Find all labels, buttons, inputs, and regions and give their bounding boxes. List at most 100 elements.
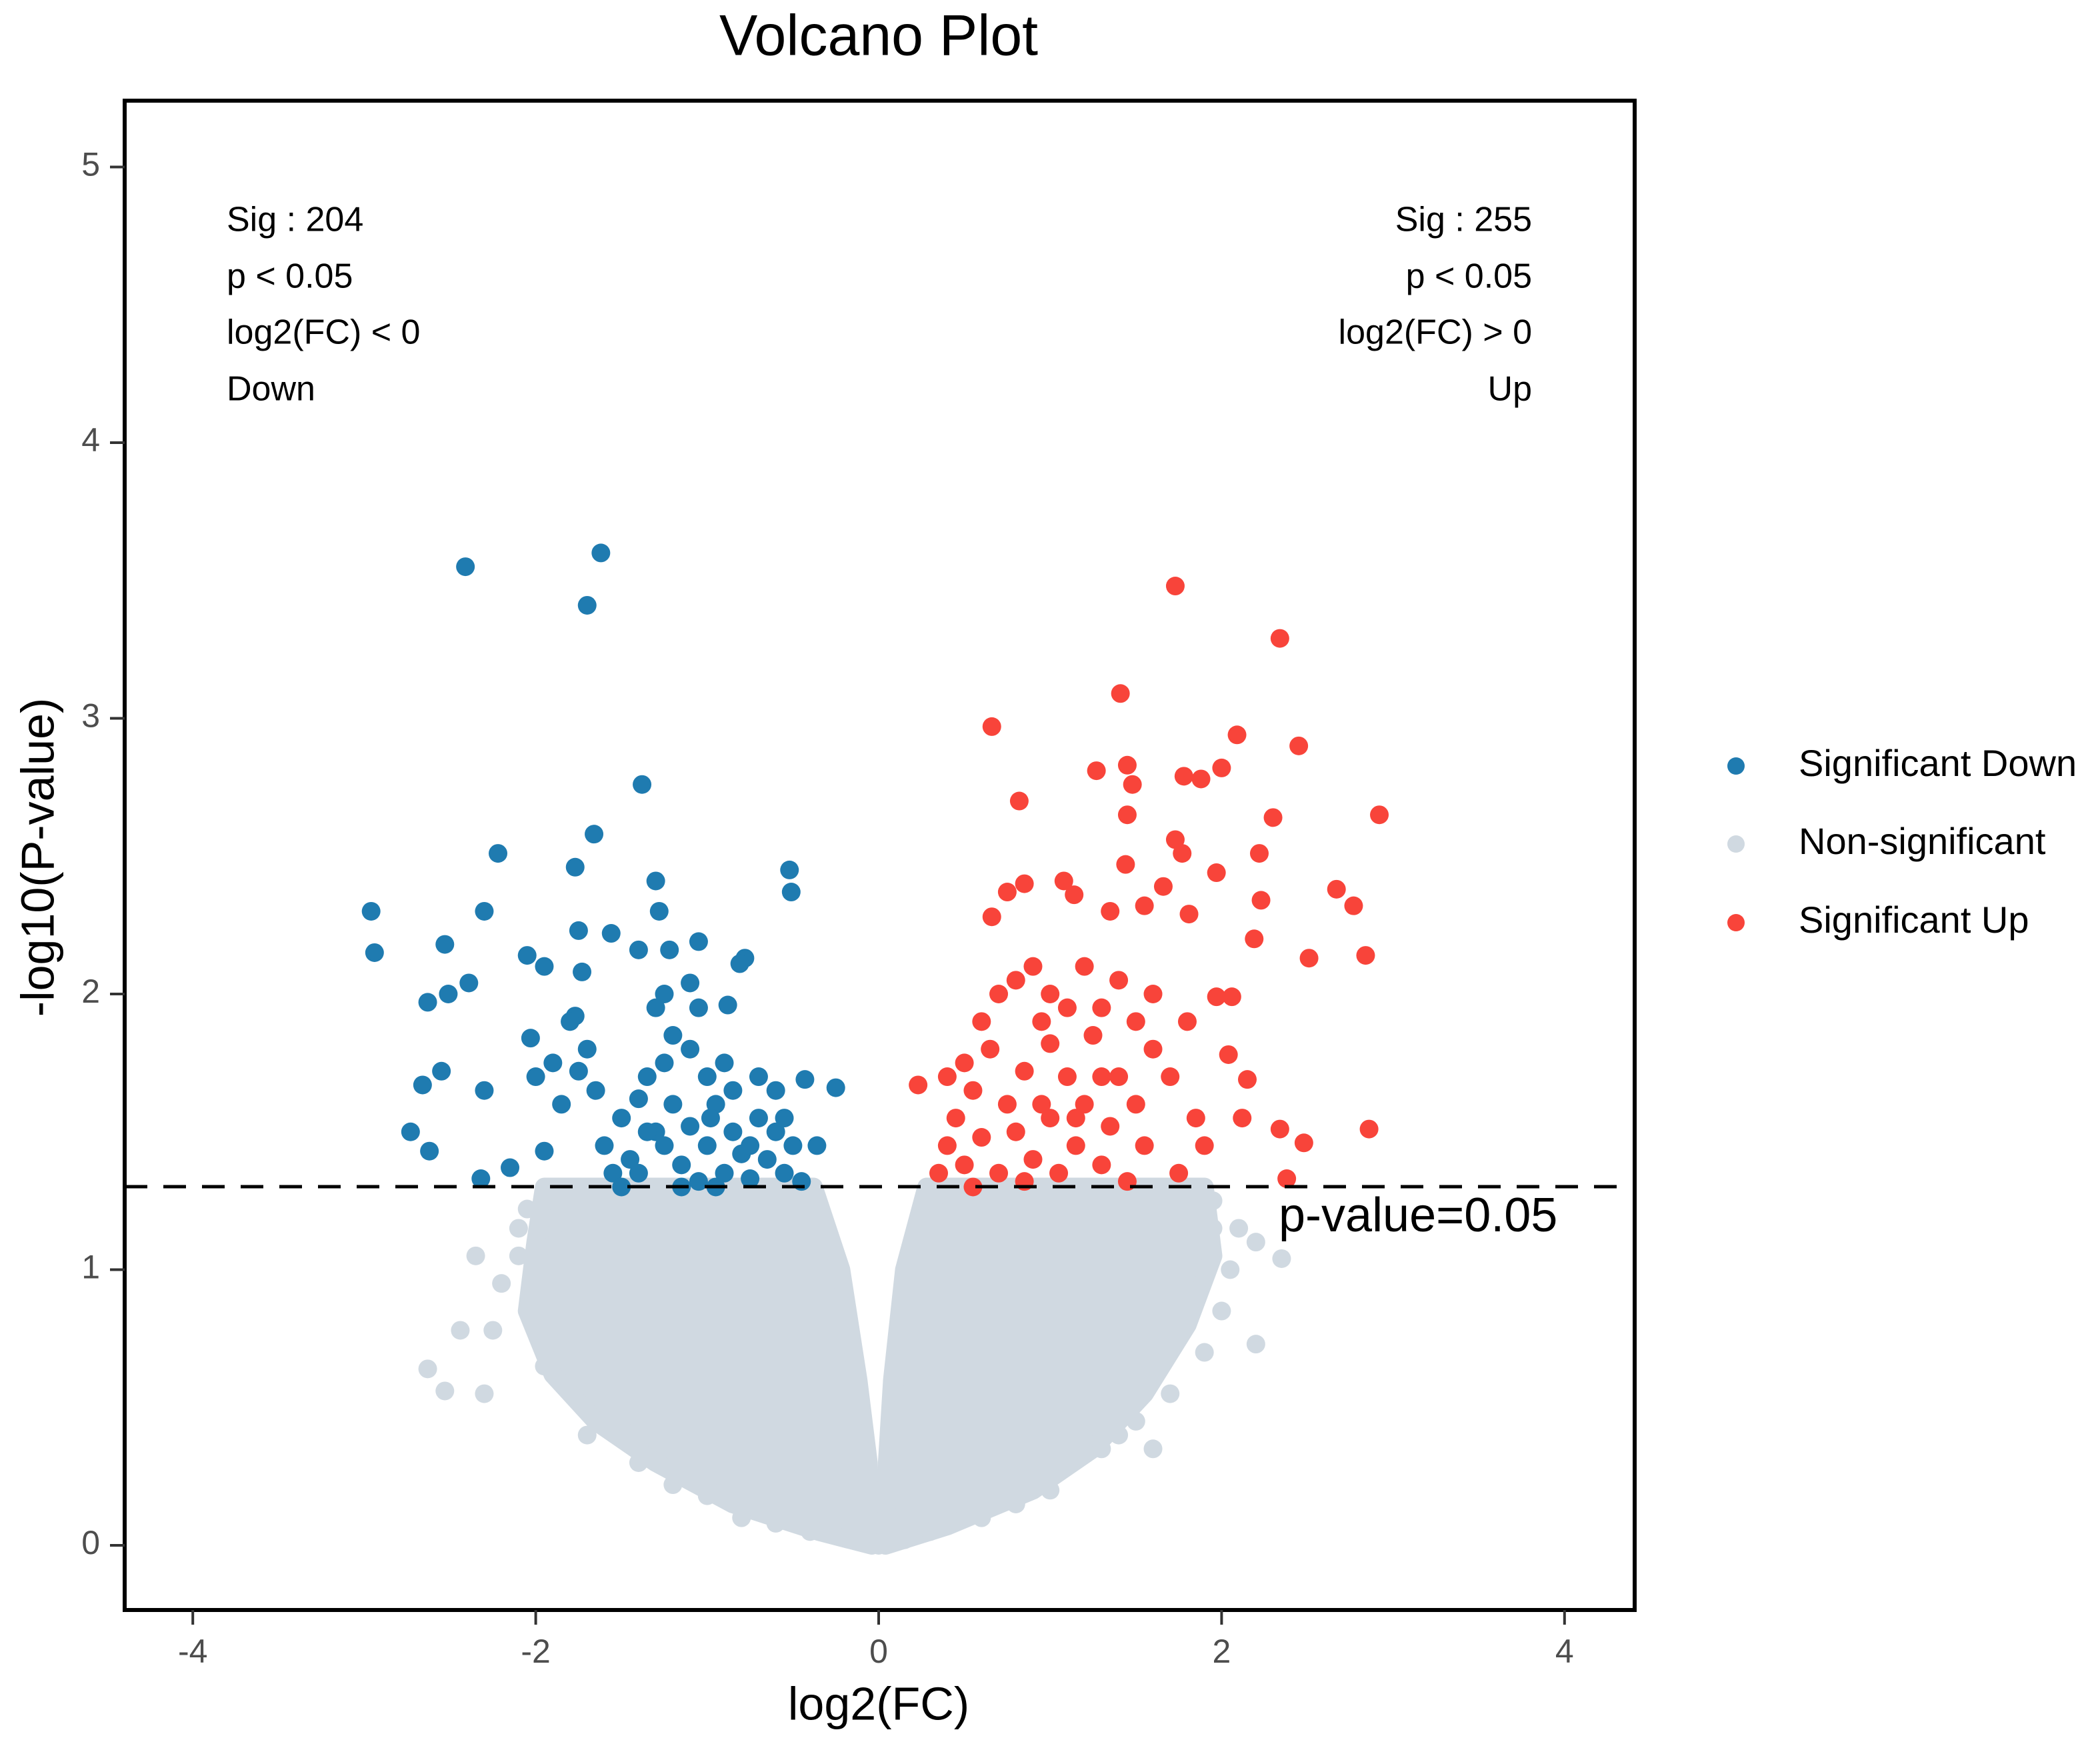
point-non-significant <box>612 1411 631 1431</box>
point-significant-down <box>577 1039 597 1059</box>
point-significant-down <box>807 1136 827 1155</box>
point-significant-up <box>1165 577 1185 596</box>
point-non-significant <box>451 1321 470 1340</box>
point-significant-up <box>1049 1163 1069 1183</box>
point-significant-up <box>1083 1026 1103 1045</box>
chart-title: Volcano Plot <box>719 4 1038 68</box>
point-significant-up <box>1251 891 1271 910</box>
annotation-left-line: log2(FC) < 0 <box>227 313 420 352</box>
point-non-significant <box>1109 1425 1129 1445</box>
point-significant-down <box>795 1070 815 1089</box>
point-non-significant <box>817 1233 837 1252</box>
axes: -4 -2 0 2 4 0 1 2 3 4 5 <box>81 146 1574 1671</box>
point-non-significant <box>629 1453 648 1472</box>
legend-label-down: Significant Down <box>1799 742 2077 784</box>
nonsig-density-region <box>517 1177 881 1555</box>
point-significant-down <box>621 1150 640 1169</box>
point-non-significant <box>903 1287 923 1307</box>
point-significant-up <box>1065 885 1084 905</box>
point-significant-up <box>982 717 1001 736</box>
point-non-significant <box>1195 1343 1214 1362</box>
y-tick-label: 0 <box>81 1524 100 1561</box>
point-non-significant <box>886 1439 905 1459</box>
point-significant-down <box>715 1053 734 1073</box>
point-significant-down <box>781 883 801 902</box>
point-significant-up <box>1270 629 1289 648</box>
x-tick-label: 0 <box>869 1633 888 1670</box>
point-non-significant <box>561 1343 580 1362</box>
point-non-significant <box>826 1315 845 1335</box>
legend-marker-nonsig <box>1727 835 1745 853</box>
point-significant-down <box>565 857 585 877</box>
point-non-significant <box>418 1359 437 1379</box>
point-significant-down <box>475 1081 494 1100</box>
point-significant-up <box>1015 874 1034 893</box>
point-significant-up <box>1327 879 1346 899</box>
point-significant-up <box>1237 1070 1257 1089</box>
point-significant-up <box>1092 1067 1111 1087</box>
point-significant-down <box>749 1067 768 1087</box>
point-non-significant <box>1075 1370 1094 1389</box>
point-significant-down <box>780 860 799 879</box>
point-non-significant <box>483 1321 503 1340</box>
point-significant-down <box>689 1172 708 1191</box>
point-significant-down <box>646 998 665 1017</box>
point-significant-up <box>997 883 1017 902</box>
point-significant-up <box>1041 1109 1060 1128</box>
point-significant-up <box>1299 949 1319 968</box>
y-axis-label: -log10(P-value) <box>11 698 63 1017</box>
point-significant-down <box>697 1136 717 1155</box>
point-non-significant <box>1041 1481 1060 1500</box>
point-significant-down <box>591 543 611 563</box>
x-tick-label: 4 <box>1555 1633 1574 1670</box>
point-significant-down <box>646 871 665 891</box>
point-significant-up <box>997 1095 1017 1114</box>
point-non-significant <box>1186 1287 1205 1307</box>
point-significant-down <box>672 1155 691 1175</box>
point-significant-down <box>663 1026 683 1045</box>
point-non-significant <box>1169 1315 1189 1335</box>
point-significant-up <box>1087 761 1106 781</box>
legend-marker-down <box>1727 757 1745 775</box>
point-significant-up <box>1111 684 1130 703</box>
point-non-significant <box>921 1522 940 1541</box>
point-significant-up <box>1135 1136 1154 1155</box>
point-significant-down <box>612 1177 631 1197</box>
legend: Significant Down Non-significant Signifi… <box>1727 742 2077 941</box>
point-significant-up <box>1212 758 1231 777</box>
point-significant-down <box>595 1136 614 1155</box>
point-significant-up <box>1356 946 1375 965</box>
y-tick-label: 1 <box>81 1249 100 1286</box>
point-non-significant <box>1143 1439 1163 1459</box>
point-significant-down <box>637 1067 657 1087</box>
point-significant-down <box>649 901 669 921</box>
point-significant-up <box>1227 725 1247 745</box>
point-significant-up <box>946 1109 965 1128</box>
point-non-significant <box>864 1494 883 1513</box>
point-significant-up <box>1092 1155 1111 1175</box>
annotation-left: Sig : 204 p < 0.05 log2(FC) < 0 Down <box>227 201 420 409</box>
point-non-significant <box>852 1453 871 1472</box>
point-significant-up <box>1075 957 1094 976</box>
point-significant-up <box>1222 987 1241 1007</box>
point-significant-up <box>1101 1117 1120 1136</box>
annotation-right-line: p < 0.05 <box>1406 257 1532 296</box>
point-significant-down <box>475 901 494 921</box>
annotation-left-line: Sig : 204 <box>227 201 363 239</box>
point-significant-up <box>1126 1095 1145 1114</box>
point-significant-up <box>1173 844 1192 863</box>
point-significant-down <box>517 946 537 965</box>
point-significant-down <box>603 1163 623 1183</box>
point-significant-down <box>775 1109 794 1128</box>
point-significant-up <box>1135 896 1154 915</box>
annotation-right-line: Sig : 255 <box>1395 201 1532 239</box>
point-significant-down <box>655 985 674 1003</box>
point-non-significant <box>1229 1219 1249 1238</box>
point-significant-up <box>1075 1095 1094 1114</box>
point-significant-down <box>418 993 437 1012</box>
point-significant-up <box>1169 1163 1189 1183</box>
point-significant-down <box>459 973 479 993</box>
point-significant-down <box>573 962 592 981</box>
point-significant-up <box>963 1081 983 1100</box>
